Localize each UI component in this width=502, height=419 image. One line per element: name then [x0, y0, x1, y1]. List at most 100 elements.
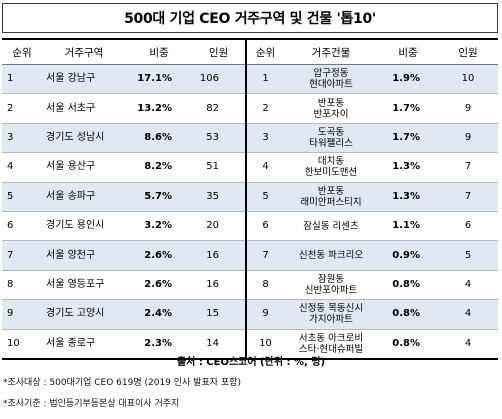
ratio-cell: 8.2% [126, 152, 192, 183]
ranking-table-container: 순위 거주구역 비중 인원 순위 거주건물 비중 인원 1 서울 강남구 17.1%… [2, 38, 498, 360]
building-cell: 잠원동 신반포아파트 [284, 270, 378, 301]
building-cell: 잠실동 리센츠 [284, 211, 378, 242]
table-row: 7 서울 양천구 2.6% 16 7 신천동 파크리오 0.9% 5 [2, 240, 498, 271]
region-cell: 서울 영등포구 [42, 270, 126, 301]
building-rank-cell: 10 [259, 337, 272, 349]
building-rank-cell: 5 [246, 182, 284, 212]
region-cell: 서울 종로구 [46, 337, 96, 349]
header-building: 거주건물 [284, 40, 378, 65]
building-ratio-cell: 1.3% [378, 182, 438, 212]
header-count: 인원 [192, 40, 247, 65]
ratio-cell: 2.4% [126, 299, 192, 330]
building-ratio-cell: 0.8% [378, 270, 438, 301]
count-cell: 106 [192, 64, 247, 95]
building-rank-cell: 9 [246, 299, 284, 330]
rank-cell: 7 [2, 240, 42, 271]
building-count-cell: 9 [438, 123, 498, 154]
table-header-row: 순위 거주구역 비중 인원 순위 거주건물 비중 인원 [2, 40, 498, 65]
table-row: 1 서울 강남구 17.1% 106 1 압구정동 현대아파트 1.9% 10 [2, 64, 498, 95]
ratio-cell: 5.7% [126, 182, 192, 212]
header-count-building: 인원 [438, 40, 498, 65]
ratio-cell: 17.1% [126, 64, 192, 95]
header-rank: 순위 [2, 40, 42, 65]
header-rank-building: 순위 [246, 40, 284, 65]
region-cell: 경기도 고양시 [42, 299, 126, 330]
region-cell: 서울 양천구 [42, 240, 126, 271]
building-ratio-cell: 1.1% [378, 211, 438, 242]
table-row: 9 경기도 고양시 2.4% 15 9 신정동 목동신시 가지아파트 0.8% 4 [2, 299, 498, 330]
header-ratio-building: 비중 [378, 40, 438, 65]
building-rank-cell: 4 [246, 152, 284, 183]
building-ratio-cell: 1.3% [378, 152, 438, 183]
building-cell: 압구정동 현대아파트 [284, 64, 378, 95]
region-cell: 서울 강남구 [42, 64, 126, 95]
building-rank-cell: 7 [246, 240, 284, 271]
region-cell: 경기도 성남시 [42, 123, 126, 154]
note-survey-target: *조사대상 : 500대기업 CEO 619명 (2019 인사 발표자 포함) [3, 378, 241, 388]
building-rank-cell: 3 [246, 123, 284, 154]
ratio-cell: 13.2% [126, 93, 192, 124]
region-cell: 경기도 용인시 [42, 211, 126, 242]
building-count-cell: 7 [438, 182, 498, 212]
building-rank-cell: 2 [246, 93, 284, 124]
ratio-cell: 3.2% [126, 211, 192, 242]
table-row: 4 서울 용산구 8.2% 51 4 대치동 한보미도맨션 1.3% 7 [2, 152, 498, 183]
building-ratio-cell: 0.8% [392, 337, 420, 349]
building-cell: 신정동 목동신시 가지아파트 [284, 299, 378, 330]
count-cell: 16 [192, 240, 247, 271]
header-ratio: 비중 [126, 40, 192, 65]
ratio-cell: 8.6% [126, 123, 192, 154]
table-title: 500대 기업 CEO 거주구역 및 건물 '톱10' [2, 3, 498, 33]
building-ratio-cell: 1.7% [378, 93, 438, 124]
rank-cell: 10 [7, 337, 20, 349]
count-cell: 20 [192, 211, 247, 242]
building-count-cell: 5 [438, 240, 498, 271]
count-cell: 51 [192, 152, 247, 183]
table-row: 5 서울 송파구 5.7% 35 5 반포동 래미안퍼스티지 1.3% 7 [2, 182, 498, 212]
count-cell: 15 [192, 299, 247, 330]
table-row: 3 경기도 성남시 8.6% 53 3 도곡동 타워팰리스 1.7% 9 [2, 123, 498, 154]
rank-cell: 2 [2, 93, 42, 124]
building-cell: 반포동 반포자이 [284, 93, 378, 124]
ranking-table: 순위 거주구역 비중 인원 순위 거주건물 비중 인원 1 서울 강남구 17.1%… [2, 40, 498, 358]
count-cell: 14 [192, 329, 247, 358]
building-count-cell: 7 [438, 152, 498, 183]
building-cell: 서초동 아크로비 스타·현대슈퍼빌 [298, 332, 364, 355]
table-row: 6 경기도 용인시 3.2% 20 6 잠실동 리센츠 1.1% 6 [2, 211, 498, 242]
building-cell: 대치동 한보미도맨션 [284, 152, 378, 183]
ratio-cell: 2.6% [126, 240, 192, 271]
ratio-cell: 2.3% [144, 337, 172, 349]
rank-cell: 8 [2, 270, 42, 301]
building-count-cell: 10 [438, 64, 498, 95]
source-caption: 출처 : CEO스코어 (단위 : %, 명) [176, 357, 326, 368]
building-count-cell: 4 [438, 270, 498, 301]
building-rank-cell: 1 [246, 64, 284, 95]
building-count-cell: 4 [438, 299, 498, 330]
building-cell: 신천동 파크리오 [284, 240, 378, 271]
building-ratio-cell: 1.7% [378, 123, 438, 154]
building-count-cell: 4 [464, 337, 472, 349]
building-rank-cell: 8 [246, 270, 284, 301]
table-row: 8 서울 영등포구 2.6% 16 8 잠원동 신반포아파트 0.8% 4 [2, 270, 498, 301]
region-cell: 서울 용산구 [42, 152, 126, 183]
ratio-cell: 2.6% [126, 270, 192, 301]
count-cell: 16 [192, 270, 247, 301]
table-row: 10 서울 종로구 2.3% 14 10 서초동 아크로비 스타·현대슈퍼빌 0.8% 4 [2, 329, 498, 358]
rank-cell: 4 [2, 152, 42, 183]
header-region: 거주구역 [42, 40, 126, 65]
table-row: 2 서울 서초구 13.2% 82 2 반포동 반포자이 1.7% 9 [2, 93, 498, 124]
count-cell: 82 [192, 93, 247, 124]
building-cell: 반포동 래미안퍼스티지 [284, 182, 378, 212]
rank-cell: 1 [2, 64, 42, 95]
building-ratio-cell: 0.8% [378, 299, 438, 330]
building-ratio-cell: 1.9% [378, 64, 438, 95]
building-count-cell: 6 [438, 211, 498, 242]
rank-cell: 5 [2, 182, 42, 212]
building-cell: 도곡동 타워팰리스 [284, 123, 378, 154]
region-cell: 서울 서초구 [42, 93, 126, 124]
count-cell: 35 [192, 182, 247, 212]
region-cell: 서울 송파구 [42, 182, 126, 212]
building-count-cell: 9 [438, 93, 498, 124]
rank-cell: 9 [2, 299, 42, 330]
count-cell: 53 [192, 123, 247, 154]
